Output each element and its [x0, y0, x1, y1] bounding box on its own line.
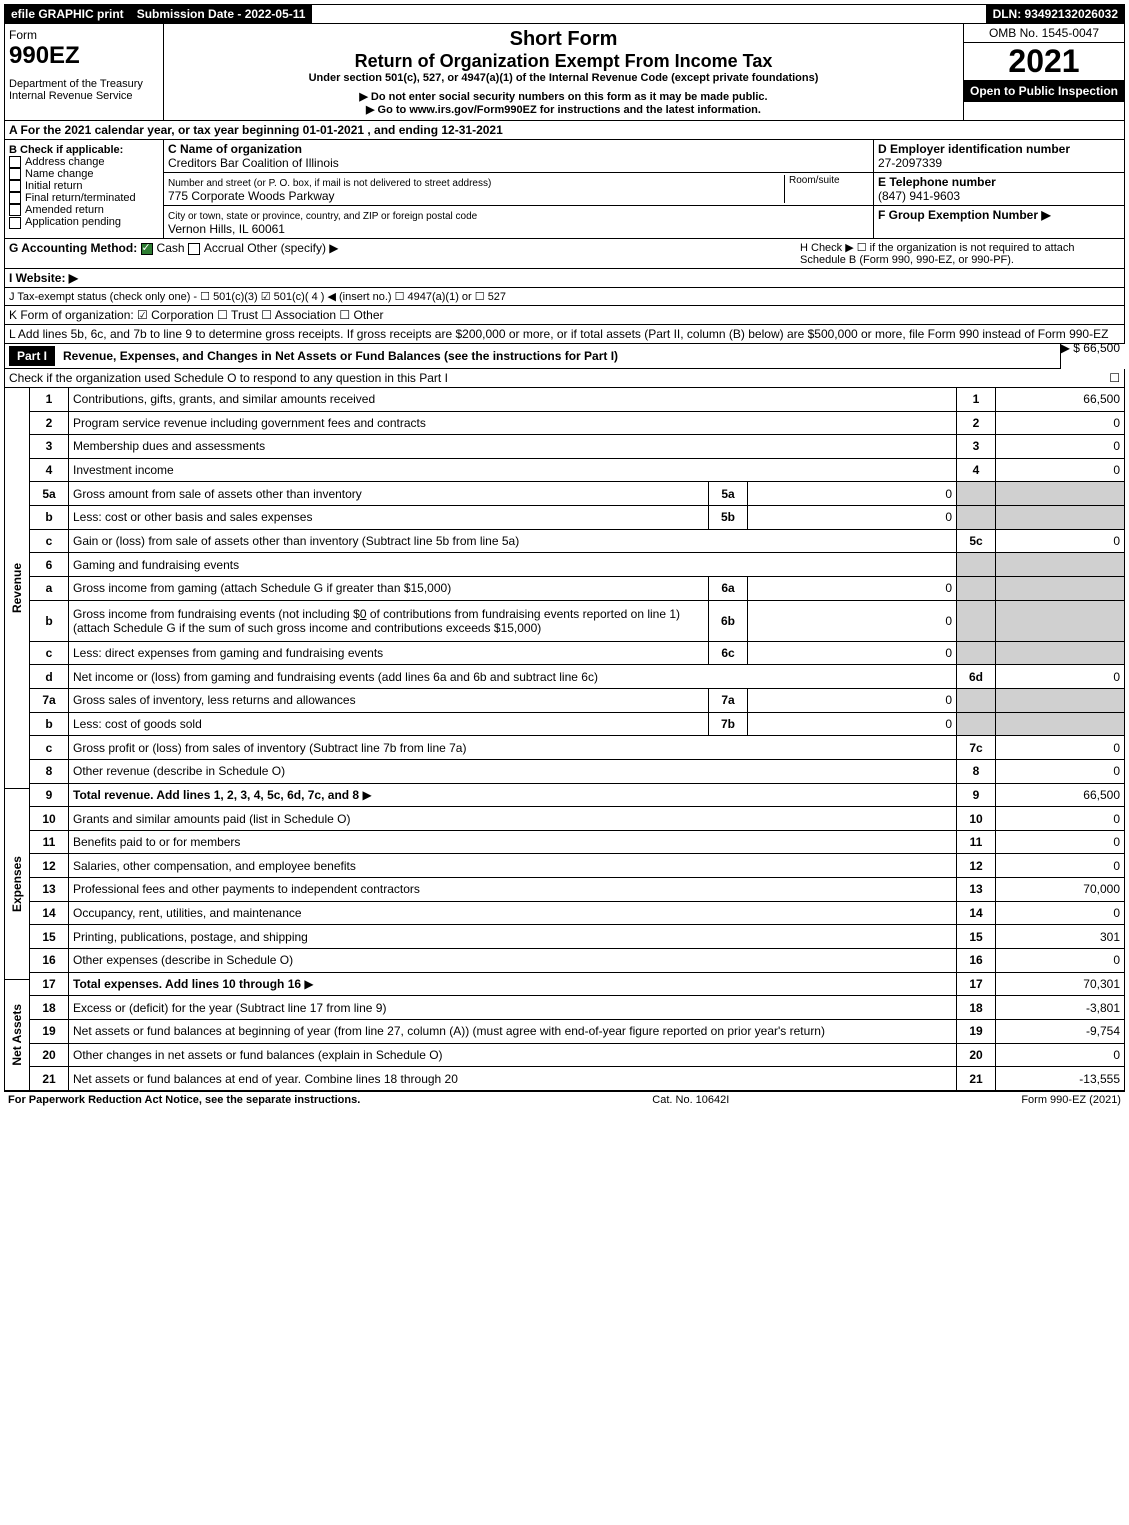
line-9: 9Total revenue. Add lines 1, 2, 3, 4, 5c… [30, 783, 1125, 807]
footer-left: For Paperwork Reduction Act Notice, see … [8, 1094, 360, 1106]
section-g: G Accounting Method: Cash Accrual Other … [9, 241, 800, 266]
footer-center: Cat. No. 10642I [652, 1094, 729, 1106]
city-block: City or town, state or province, country… [164, 206, 873, 238]
omb-number: OMB No. 1545-0047 [964, 24, 1124, 43]
check-name[interactable]: Name change [9, 168, 159, 180]
revenue-label: Revenue [10, 563, 24, 613]
part1-label: Part I [9, 346, 55, 366]
line-16: 16Other expenses (describe in Schedule O… [30, 949, 1125, 973]
phone: (847) 941-9603 [878, 189, 960, 203]
section-g-h: G Accounting Method: Cash Accrual Other … [4, 239, 1125, 269]
line-10: 10Grants and similar amounts paid (list … [30, 807, 1125, 831]
vertical-labels: Revenue Expenses Net Assets [4, 388, 29, 1091]
dept-treasury: Department of the Treasury [9, 78, 159, 90]
line-21: 21Net assets or fund balances at end of … [30, 1067, 1125, 1091]
dln: DLN: 93492132026032 [987, 5, 1124, 23]
line-19: 19Net assets or fund balances at beginni… [30, 1019, 1125, 1043]
form-label: Form [9, 28, 159, 42]
line-4: 4Investment income40 [30, 458, 1125, 482]
check-address[interactable]: Address change [9, 156, 159, 168]
line-6b: bGross income from fundraising events (n… [30, 600, 1125, 641]
expenses-label: Expenses [10, 856, 24, 912]
check-accrual[interactable] [188, 243, 200, 255]
line-15: 15Printing, publications, postage, and s… [30, 925, 1125, 949]
check-cash[interactable] [141, 243, 153, 255]
section-k: K Form of organization: ☑ Corporation ☐ … [4, 306, 1125, 325]
line-18: 18Excess or (deficit) for the year (Subt… [30, 996, 1125, 1020]
line-7a: 7aGross sales of inventory, less returns… [30, 688, 1125, 712]
line-7c: cGross profit or (loss) from sales of in… [30, 736, 1125, 760]
line-5c: cGain or (loss) from sale of assets othe… [30, 529, 1125, 553]
room-suite-label: Room/suite [784, 175, 869, 203]
line-11: 11Benefits paid to or for members110 [30, 830, 1125, 854]
line-6a: aGross income from gaming (attach Schedu… [30, 577, 1125, 601]
org-name-block: C Name of organization Creditors Bar Coa… [164, 140, 873, 173]
phone-block: E Telephone number (847) 941-9603 [874, 173, 1124, 206]
street-block: Number and street (or P. O. box, if mail… [164, 173, 873, 206]
line-14: 14Occupancy, rent, utilities, and mainte… [30, 901, 1125, 925]
check-initial[interactable]: Initial return [9, 180, 159, 192]
page-footer: For Paperwork Reduction Act Notice, see … [4, 1091, 1125, 1108]
check-final[interactable]: Final return/terminated [9, 192, 159, 204]
line-7b: bLess: cost of goods sold7b0 [30, 712, 1125, 736]
subtitle: Under section 501(c), 527, or 4947(a)(1)… [168, 72, 959, 84]
line-2: 2Program service revenue including gover… [30, 411, 1125, 435]
part1-header: Part I Revenue, Expenses, and Changes in… [4, 344, 1061, 369]
section-h: H Check ▶ ☐ if the organization is not r… [800, 241, 1120, 266]
submission-date: Submission Date - 2022-05-11 [131, 5, 313, 23]
return-title: Return of Organization Exempt From Incom… [168, 51, 959, 72]
part1-body: Revenue Expenses Net Assets 1Contributio… [4, 388, 1125, 1091]
open-public: Open to Public Inspection [964, 80, 1124, 102]
line-13: 13Professional fees and other payments t… [30, 878, 1125, 902]
short-form-label: Short Form [168, 28, 959, 51]
line-5b: bLess: cost or other basis and sales exp… [30, 506, 1125, 530]
line-5a: 5aGross amount from sale of assets other… [30, 482, 1125, 506]
ein: 27-2097339 [878, 156, 942, 170]
efile-label[interactable]: efile GRAPHIC print [5, 5, 131, 23]
warning-link[interactable]: ▶ Go to www.irs.gov/Form990EZ for instru… [168, 103, 959, 116]
section-b: B Check if applicable: Address change Na… [5, 140, 164, 238]
section-l: L Add lines 5b, 6c, and 7b to line 9 to … [4, 325, 1125, 344]
header-center: Short Form Return of Organization Exempt… [164, 24, 964, 120]
warning-ssn: ▶ Do not enter social security numbers o… [168, 90, 959, 103]
form-header: Form 990EZ Department of the Treasury In… [4, 24, 1125, 121]
lines-table: 1Contributions, gifts, grants, and simil… [29, 388, 1125, 1091]
line-12: 12Salaries, other compensation, and empl… [30, 854, 1125, 878]
part1-title: Revenue, Expenses, and Changes in Net As… [63, 349, 618, 363]
section-j: J Tax-exempt status (check only one) - ☐… [4, 288, 1125, 306]
part1-check: Check if the organization used Schedule … [4, 369, 1125, 388]
header-left: Form 990EZ Department of the Treasury In… [5, 24, 164, 120]
line-6: 6Gaming and fundraising events [30, 553, 1125, 577]
check-amended[interactable]: Amended return [9, 204, 159, 216]
section-a: A For the 2021 calendar year, or tax yea… [4, 121, 1125, 140]
org-city: Vernon Hills, IL 60061 [168, 222, 285, 236]
net-assets-label: Net Assets [10, 1004, 24, 1066]
form-number: 990EZ [9, 42, 159, 70]
section-b-label: B Check if applicable: [9, 144, 159, 156]
ein-block: D Employer identification number 27-2097… [874, 140, 1124, 173]
footer-right: Form 990-EZ (2021) [1021, 1094, 1121, 1106]
irs-label: Internal Revenue Service [9, 90, 159, 102]
group-exemption: F Group Exemption Number ▶ [874, 206, 1124, 224]
tax-year: 2021 [964, 43, 1124, 80]
line-6d: dNet income or (loss) from gaming and fu… [30, 665, 1125, 689]
header-right: OMB No. 1545-0047 2021 Open to Public In… [964, 24, 1124, 120]
line-3: 3Membership dues and assessments30 [30, 435, 1125, 459]
gross-receipts: ▶ $ 66,500 [1061, 341, 1120, 355]
top-bar: efile GRAPHIC print Submission Date - 20… [4, 4, 1125, 24]
line-1: 1Contributions, gifts, grants, and simil… [30, 388, 1125, 411]
section-c: C Name of organization Creditors Bar Coa… [164, 140, 874, 238]
org-street: 775 Corporate Woods Parkway [168, 189, 335, 203]
org-name: Creditors Bar Coalition of Illinois [168, 156, 339, 170]
line-8: 8Other revenue (describe in Schedule O)8… [30, 759, 1125, 783]
check-pending[interactable]: Application pending [9, 216, 159, 228]
section-i: I Website: ▶ [4, 269, 1125, 288]
org-info-grid: B Check if applicable: Address change Na… [4, 140, 1125, 239]
line-6c: cLess: direct expenses from gaming and f… [30, 641, 1125, 665]
section-def: D Employer identification number 27-2097… [874, 140, 1124, 238]
line-17: 17Total expenses. Add lines 10 through 1… [30, 972, 1125, 996]
line-20: 20Other changes in net assets or fund ba… [30, 1043, 1125, 1067]
